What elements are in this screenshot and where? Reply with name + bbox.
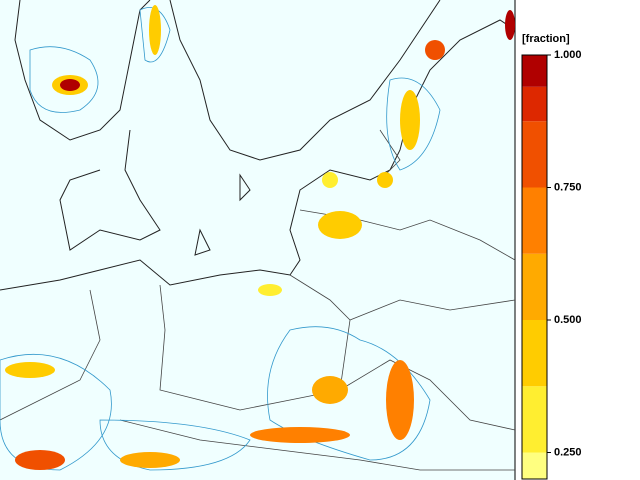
field-shading (5, 5, 515, 470)
colorbar-segment (522, 187, 547, 254)
colorbar-tick-label: 0.750 (554, 181, 582, 193)
colorbar-tick-label: 1.000 (554, 49, 582, 61)
map-background (0, 0, 515, 480)
colorbar-segment (522, 86, 547, 122)
colorbar-tick-label: 0.500 (554, 314, 582, 326)
colorbar-segment (522, 253, 547, 320)
colorbar-segment (522, 386, 547, 453)
colorbar-title: [fraction] (522, 33, 570, 45)
colorbar-segment (522, 55, 547, 87)
colorbar-tick-label: 0.250 (554, 446, 582, 458)
colorbar-frame (521, 54, 548, 480)
field-contours (0, 7, 441, 471)
colorbar-segment (522, 452, 547, 479)
colorbar-segment (522, 320, 547, 387)
coastlines (0, 0, 516, 291)
colorbar-segment (522, 121, 547, 188)
